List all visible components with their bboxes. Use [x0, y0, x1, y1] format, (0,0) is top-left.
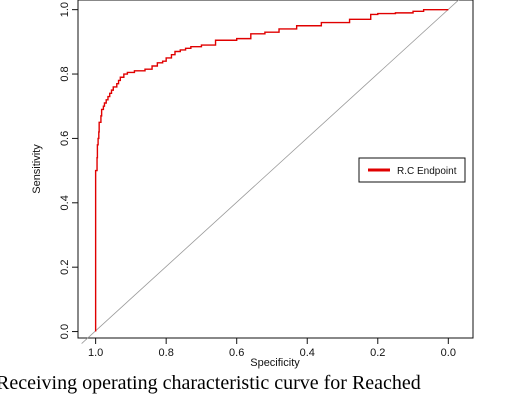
y-axis: 0.0 0.2 0.4 0.6 0.8 1.0	[59, 2, 78, 339]
figure-caption: Receiving operating characteristic curve…	[0, 372, 421, 394]
reference-diagonal	[81, 0, 460, 344]
y-tick-label: 0.0	[59, 324, 71, 339]
y-tick-label: 1.0	[59, 2, 71, 17]
x-tick-label: 0.2	[370, 347, 385, 359]
roc-chart: 1.0 0.8 0.6 0.4 0.2 0.0 0.0 0.2 0.4 0.6 0.8 1.0 Sp…	[31, 0, 474, 369]
x-tick-label: 0.8	[159, 347, 174, 359]
y-tick-label: 0.4	[59, 195, 71, 210]
x-tick-label: 0.0	[441, 347, 456, 359]
y-tick-label: 0.6	[59, 131, 71, 146]
x-axis: 1.0 0.8 0.6 0.4 0.2 0.0	[88, 338, 456, 359]
x-tick-label: 0.4	[300, 347, 315, 359]
legend: R.C Endpoint	[358, 157, 466, 183]
plot-frame	[77, 0, 474, 339]
x-tick-label: 0.6	[229, 347, 244, 359]
y-tick-label: 0.8	[59, 66, 71, 81]
legend-label-rc-endpoint: R.C Endpoint	[397, 166, 457, 177]
y-axis-title: Sensitivity	[31, 144, 43, 194]
series-line-rc-endpoint	[94, 8, 449, 332]
x-tick-label: 1.0	[88, 347, 103, 359]
x-axis-title: Specificity	[250, 357, 300, 369]
y-tick-label: 0.2	[59, 260, 71, 275]
